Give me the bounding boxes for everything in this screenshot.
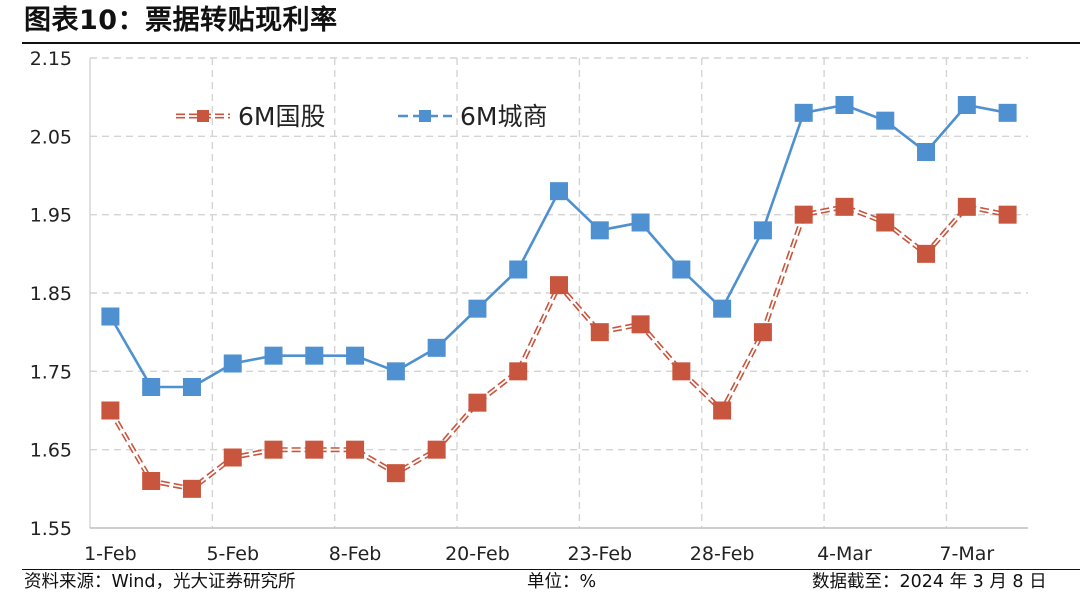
data-point-chengshang	[223, 354, 242, 373]
data-point-chengshang	[876, 111, 895, 130]
data-point-chengshang	[794, 103, 813, 122]
data-point-gugu	[631, 315, 650, 334]
data-point-gugu	[264, 440, 283, 459]
y-tick-label: 2.05	[30, 126, 72, 148]
data-point-gugu	[998, 205, 1017, 224]
data-point-gugu	[672, 362, 691, 381]
data-point-chengshang	[142, 378, 161, 396]
data-point-chengshang	[835, 96, 854, 114]
series-line-gugu	[108, 204, 1009, 492]
data-point-chengshang	[305, 346, 324, 365]
line-chart: 1.55 1.65 1.75 1.85 1.95 2.05 2.15 1-Feb 5-Feb 8-…	[30, 48, 1028, 565]
data-point-gugu	[223, 448, 242, 467]
data-date-note: 数据截至：2024 年 3 月 8 日	[812, 572, 1047, 592]
data-point-chengshang	[509, 260, 528, 279]
x-tick-label: 7-Mar	[939, 543, 994, 565]
data-point-gugu	[753, 323, 772, 342]
data-point-gugu	[876, 213, 895, 232]
data-point-gugu	[590, 323, 609, 342]
data-point-chengshang	[957, 96, 976, 114]
y-tick-label: 2.15	[30, 48, 72, 70]
data-point-gugu	[346, 440, 365, 459]
unit-note: 单位：%	[527, 572, 597, 592]
y-tick-label: 1.65	[30, 440, 72, 462]
y-tick-label: 1.95	[30, 205, 72, 227]
series-line-chengshang	[109, 103, 1008, 389]
x-tick-label: 4-Mar	[817, 543, 872, 565]
x-tick-label: 8-Feb	[329, 543, 382, 565]
data-point-chengshang	[713, 299, 732, 318]
data-point-chengshang	[182, 378, 201, 396]
data-point-chengshang	[346, 346, 365, 365]
legend-label-gugu: 6M国股	[238, 102, 325, 131]
legend-marker-gugu	[197, 110, 209, 122]
data-point-gugu	[550, 276, 568, 295]
page-title: 图表10：票据转贴现利率	[24, 5, 338, 36]
x-tick-label: 20-Feb	[445, 543, 510, 565]
y-tick-label: 1.55	[30, 518, 72, 540]
y-tick-label: 1.85	[30, 283, 72, 305]
legend-marker-chengshang	[419, 110, 431, 122]
x-tick-label: 5-Feb	[206, 543, 259, 565]
y-tick-label: 1.75	[30, 361, 72, 383]
series-line-inner-gugu	[109, 205, 1008, 490]
data-point-chengshang	[101, 307, 120, 326]
data-point-chengshang	[590, 221, 609, 240]
data-point-chengshang	[998, 103, 1017, 122]
data-point-chengshang	[468, 299, 487, 318]
data-point-chengshang	[672, 260, 691, 279]
data-point-gugu	[917, 244, 936, 263]
data-point-chengshang	[550, 182, 568, 201]
data-point-gugu	[386, 464, 405, 483]
data-point-chengshang	[427, 338, 446, 357]
data-point-chengshang	[264, 346, 283, 365]
title-divider	[22, 42, 1080, 44]
x-tick-label: 1-Feb	[84, 543, 137, 565]
data-point-gugu	[468, 393, 487, 412]
data-point-gugu	[101, 401, 120, 420]
data-point-chengshang	[631, 213, 650, 232]
data-point-chengshang	[917, 143, 936, 161]
x-tick-label: 28-Feb	[690, 543, 755, 565]
footer-divider	[22, 569, 1080, 570]
data-point-gugu	[835, 197, 854, 216]
data-point-gugu	[509, 362, 528, 381]
data-point-chengshang	[386, 362, 405, 381]
data-point-chengshang	[753, 221, 772, 240]
data-point-gugu	[794, 205, 813, 224]
legend-label-chengshang: 6M城商	[460, 102, 547, 131]
data-point-gugu	[305, 440, 324, 459]
data-point-gugu	[957, 197, 976, 216]
data-point-gugu	[713, 401, 732, 420]
data-point-gugu	[427, 440, 446, 459]
data-point-gugu	[182, 479, 201, 498]
x-tick-label: 23-Feb	[567, 543, 632, 565]
source-note: 资料来源：Wind，光大证券研究所	[24, 572, 296, 592]
data-point-gugu	[142, 472, 161, 490]
